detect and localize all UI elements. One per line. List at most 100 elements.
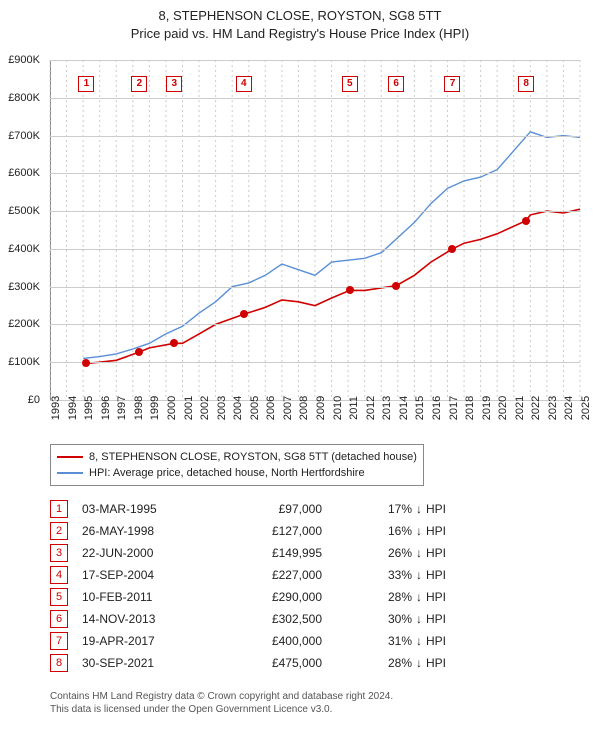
row-vs: HPI — [426, 656, 446, 670]
row-marker: 3 — [50, 544, 68, 562]
row-date: 17-SEP-2004 — [82, 568, 212, 582]
row-date: 22-JUN-2000 — [82, 546, 212, 560]
row-price: £149,995 — [212, 546, 322, 560]
table-row: 830-SEP-2021£475,00028%↓HPI — [50, 652, 446, 674]
y-tick-label: £200K — [8, 318, 40, 330]
row-pct: 31% — [322, 634, 412, 648]
sale-point — [346, 286, 354, 294]
y-tick-label: £900K — [8, 54, 40, 66]
y-tick-label: £300K — [8, 281, 40, 293]
sale-point — [392, 282, 400, 290]
sales-table: 103-MAR-1995£97,00017%↓HPI226-MAY-1998£1… — [50, 498, 446, 674]
table-row: 614-NOV-2013£302,50030%↓HPI — [50, 608, 446, 630]
sale-marker-box: 8 — [518, 76, 534, 92]
row-vs: HPI — [426, 590, 446, 604]
row-pct: 33% — [322, 568, 412, 582]
y-tick-label: £100K — [8, 356, 40, 368]
sale-marker-box: 2 — [131, 76, 147, 92]
sale-point — [170, 339, 178, 347]
x-tick-label: 2005 — [249, 396, 261, 420]
row-vs: HPI — [426, 612, 446, 626]
x-tick-label: 1996 — [100, 396, 112, 420]
y-gridline — [50, 362, 580, 363]
y-gridline — [50, 211, 580, 212]
row-vs: HPI — [426, 524, 446, 538]
down-arrow-icon: ↓ — [412, 634, 426, 648]
y-tick-label: £600K — [8, 167, 40, 179]
y-gridline — [50, 98, 580, 99]
x-tick-label: 2011 — [348, 396, 360, 420]
x-tick-label: 1999 — [149, 396, 161, 420]
y-gridline — [50, 136, 580, 137]
x-tick-label: 2016 — [431, 396, 443, 420]
row-pct: 16% — [322, 524, 412, 538]
legend-label: HPI: Average price, detached house, Nort… — [89, 465, 365, 481]
sale-point — [135, 348, 143, 356]
row-date: 30-SEP-2021 — [82, 656, 212, 670]
x-tick-label: 2010 — [332, 396, 344, 420]
footer-line-1: Contains HM Land Registry data © Crown c… — [50, 690, 393, 703]
row-vs: HPI — [426, 502, 446, 516]
row-price: £475,000 — [212, 656, 322, 670]
sale-point — [82, 359, 90, 367]
down-arrow-icon: ↓ — [412, 612, 426, 626]
y-tick-label: £500K — [8, 205, 40, 217]
row-price: £127,000 — [212, 524, 322, 538]
x-tick-label: 2024 — [563, 396, 575, 420]
row-marker: 4 — [50, 566, 68, 584]
x-tick-label: 1998 — [133, 396, 145, 420]
x-tick-label: 2013 — [381, 396, 393, 420]
sale-marker-box: 1 — [78, 76, 94, 92]
row-vs: HPI — [426, 546, 446, 560]
y-gridline — [50, 60, 580, 61]
x-tick-label: 2018 — [464, 396, 476, 420]
y-gridline — [50, 287, 580, 288]
x-tick-label: 2012 — [365, 396, 377, 420]
down-arrow-icon: ↓ — [412, 502, 426, 516]
sale-marker-box: 6 — [388, 76, 404, 92]
legend-swatch — [57, 456, 83, 458]
legend-label: 8, STEPHENSON CLOSE, ROYSTON, SG8 5TT (d… — [89, 449, 417, 465]
y-tick-label: £400K — [8, 243, 40, 255]
x-tick-label: 2021 — [514, 396, 526, 420]
x-tick-label: 2001 — [183, 396, 195, 420]
row-pct: 28% — [322, 590, 412, 604]
down-arrow-icon: ↓ — [412, 656, 426, 670]
table-row: 719-APR-2017£400,00031%↓HPI — [50, 630, 446, 652]
down-arrow-icon: ↓ — [412, 524, 426, 538]
x-tick-label: 2003 — [216, 396, 228, 420]
x-tick-label: 2014 — [398, 396, 410, 420]
row-price: £227,000 — [212, 568, 322, 582]
x-tick-label: 2009 — [315, 396, 327, 420]
y-tick-label: £800K — [8, 92, 40, 104]
legend: 8, STEPHENSON CLOSE, ROYSTON, SG8 5TT (d… — [50, 444, 424, 486]
x-tick-label: 2025 — [580, 396, 592, 420]
row-date: 26-MAY-1998 — [82, 524, 212, 538]
sale-marker-box: 7 — [444, 76, 460, 92]
x-tick-label: 1993 — [50, 396, 62, 420]
row-marker: 8 — [50, 654, 68, 672]
row-vs: HPI — [426, 634, 446, 648]
x-tick-label: 2017 — [448, 396, 460, 420]
legend-row-price-paid: 8, STEPHENSON CLOSE, ROYSTON, SG8 5TT (d… — [57, 449, 417, 465]
x-tick-label: 2006 — [265, 396, 277, 420]
row-price: £400,000 — [212, 634, 322, 648]
sale-point — [448, 245, 456, 253]
x-tick-label: 1995 — [83, 396, 95, 420]
x-tick-label: 2000 — [166, 396, 178, 420]
row-marker: 1 — [50, 500, 68, 518]
footer-line-2: This data is licensed under the Open Gov… — [50, 703, 332, 716]
y-gridline — [50, 173, 580, 174]
row-marker: 5 — [50, 588, 68, 606]
table-row: 322-JUN-2000£149,99526%↓HPI — [50, 542, 446, 564]
y-tick-label: £700K — [8, 130, 40, 142]
table-row: 2 26-MAY-1998£127,00016%↓HPI — [50, 520, 446, 542]
table-row: 103-MAR-1995£97,00017%↓HPI — [50, 498, 446, 520]
legend-swatch — [57, 472, 83, 474]
row-marker: 2 — [50, 522, 68, 540]
x-tick-label: 2023 — [547, 396, 559, 420]
row-price: £97,000 — [212, 502, 322, 516]
row-date: 14-NOV-2013 — [82, 612, 212, 626]
row-marker: 6 — [50, 610, 68, 628]
row-pct: 30% — [322, 612, 412, 626]
